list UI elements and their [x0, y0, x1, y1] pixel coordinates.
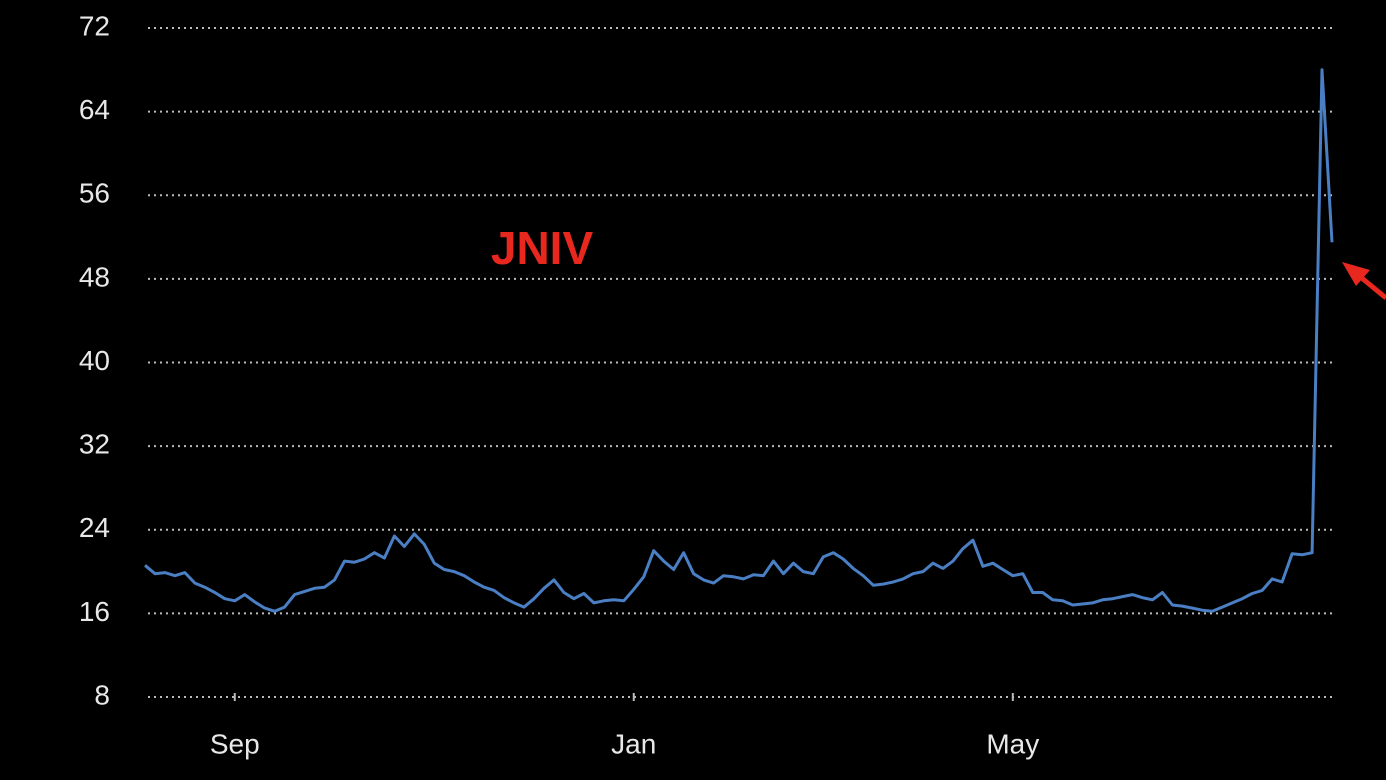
arrow [1342, 262, 1386, 300]
y-tick-label: 8 [94, 679, 110, 710]
x-tick-label: Jan [611, 728, 656, 759]
y-tick-label: 48 [79, 261, 110, 292]
line [144, 68, 1334, 613]
y-tick-label: 56 [79, 178, 110, 209]
y-tick-label: 32 [79, 429, 110, 460]
y-tick-label: 72 [79, 10, 110, 41]
y-tick-label: 64 [79, 94, 110, 125]
x-tick-label: May [986, 728, 1039, 759]
annotation: JNIV [491, 222, 594, 274]
y-tick-label: 16 [79, 596, 110, 627]
x-tick-label: Sep [210, 728, 260, 759]
y-tick-label: 24 [79, 512, 110, 543]
y-tick-label: 40 [79, 345, 110, 376]
